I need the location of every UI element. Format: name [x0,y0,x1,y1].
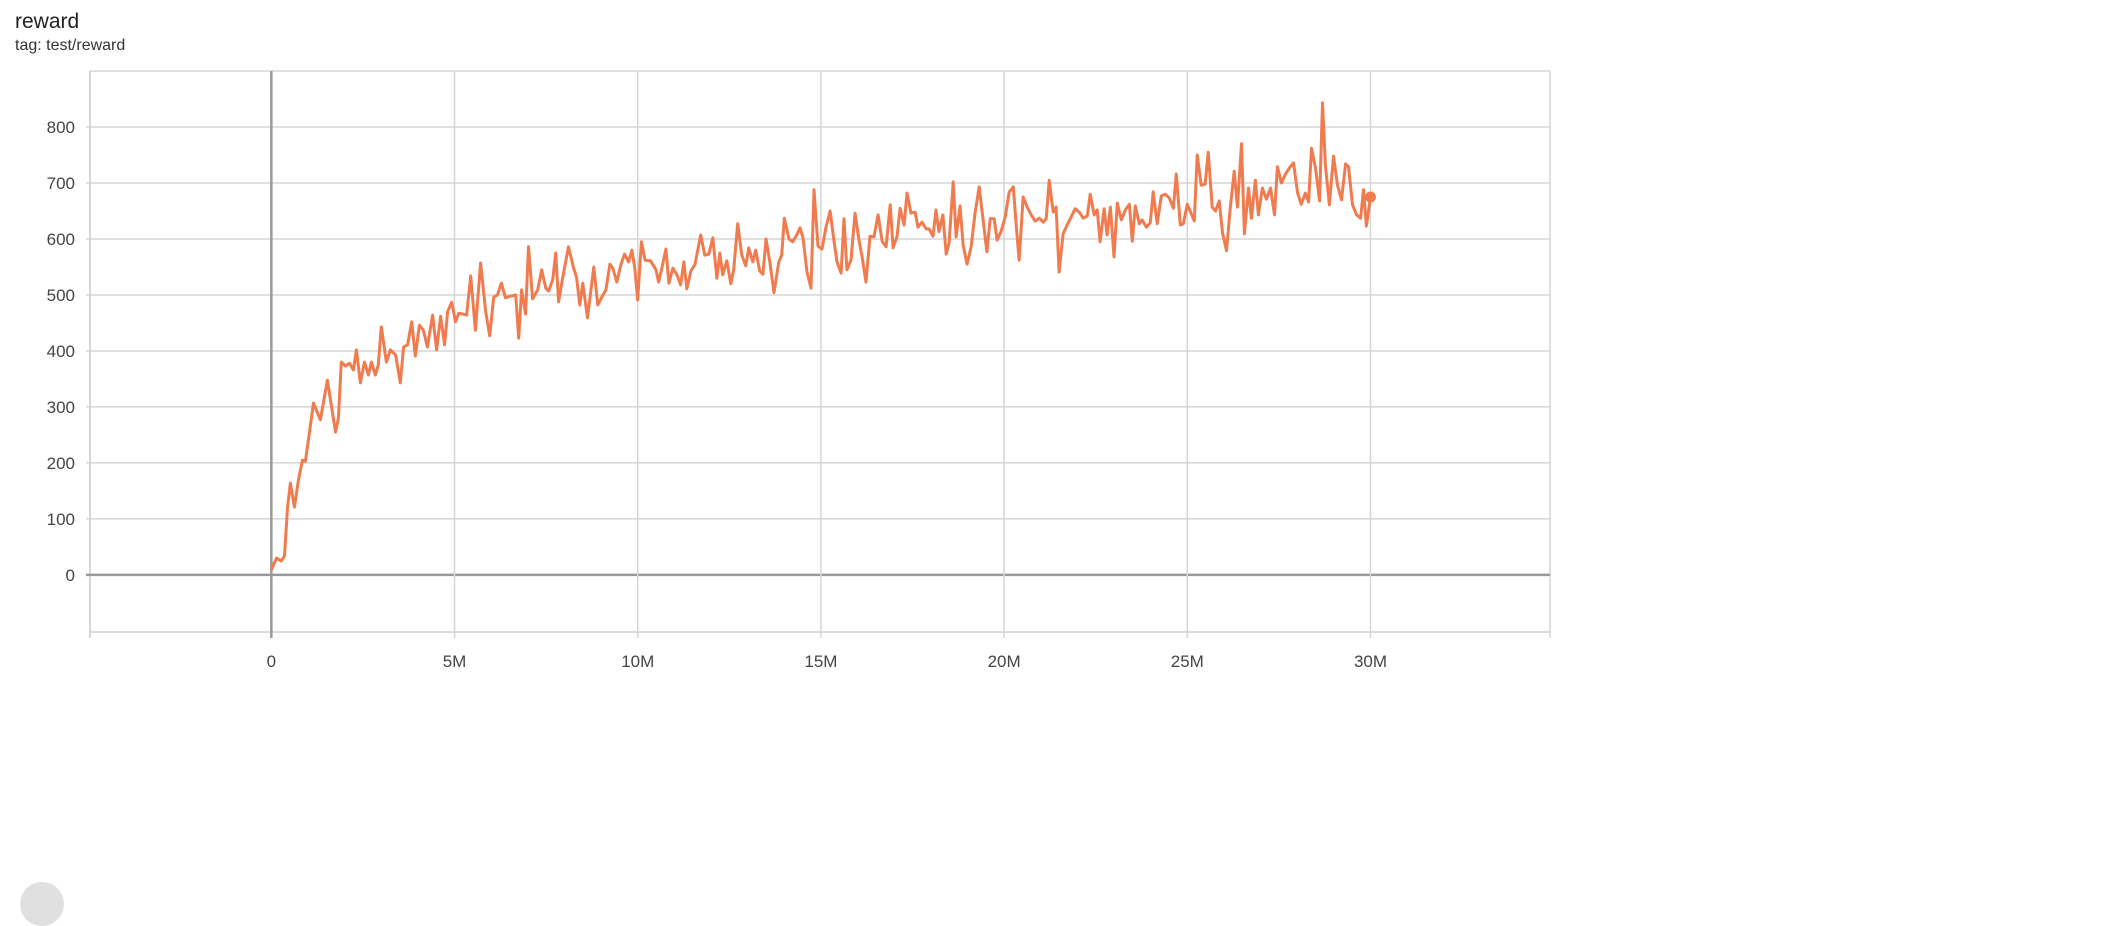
y-tick-label: 500 [47,286,75,305]
y-tick-label: 100 [47,510,75,529]
y-tick-label: 200 [47,454,75,473]
y-tick-label: 300 [47,398,75,417]
y-tick-label: 400 [47,342,75,361]
series [270,101,1376,571]
last-point-marker [1364,191,1376,203]
x-tick-label: 15M [804,652,837,671]
reward-chart: 0 100 200 300 400 500 600 700 800 0 5M 10M 15M 20M 25M… [47,70,1551,671]
y-tick-label: 800 [47,118,75,137]
y-tick-label: 700 [47,174,75,193]
chart-tag: tag: test/reward [15,37,126,54]
chart-title: reward [15,10,80,33]
reward-line [270,101,1372,571]
x-tick-label: 0 [267,652,276,671]
x-tick-label: 10M [621,652,654,671]
tick-labels: 0 100 200 300 400 500 600 700 800 0 5M 10M 15M 20M 25M… [47,118,1387,671]
toggle-button[interactable] [20,882,64,926]
x-tick-label: 5M [443,652,467,671]
x-tick-label: 25M [1171,652,1204,671]
y-tick-label: 0 [66,566,75,585]
y-tick-label: 600 [47,230,75,249]
grid [86,70,1551,638]
x-tick-label: 20M [988,652,1021,671]
x-tick-label: 30M [1354,652,1387,671]
